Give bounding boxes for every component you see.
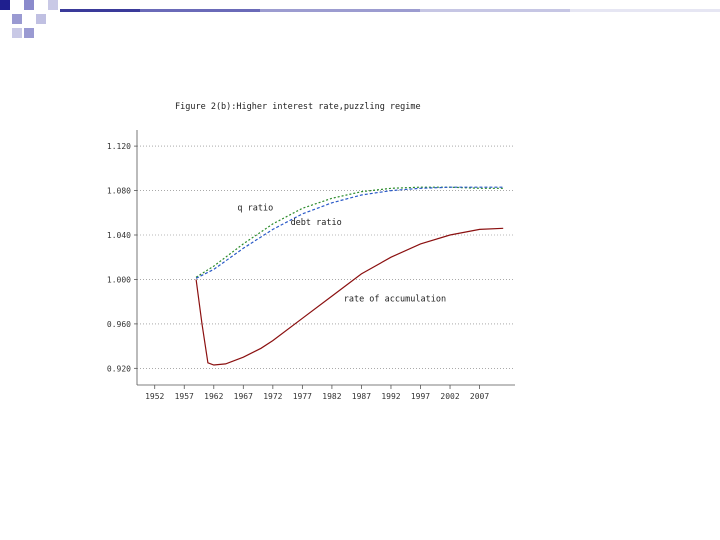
decor-square [24,28,34,38]
decor-gradient-bar [60,9,720,12]
y-tick-label: 0.960 [107,320,131,329]
y-tick-label: 0.920 [107,364,131,373]
decor-square [12,14,22,24]
series-line-debt-ratio [195,186,504,279]
decor-square [48,0,58,10]
x-tick-label: 2002 [440,392,459,401]
x-tick-label: 1992 [381,392,400,401]
x-tick-label: 1972 [263,392,282,401]
x-tick-label: 1997 [411,392,430,401]
annotation-label: rate of accumulation [344,295,446,305]
x-tick-label: 1967 [234,392,253,401]
annotation-label: debt ratio [291,218,342,228]
x-tick-label: 1982 [322,392,341,401]
x-tick-label: 2007 [470,392,489,401]
chart-figure: Figure 2(b):Higher interest rate,puzzlin… [90,95,522,415]
y-tick-label: 1.000 [107,275,131,284]
series-lines [195,186,504,366]
annotations: q ratio debt ratio rate of accumulation [237,204,446,305]
decor-square [36,14,46,24]
x-tick-labels: 1952 1957 1962 1967 1972 1977 1982 1987 1992 1997… [145,392,489,401]
grid-lines [137,145,515,369]
series-line-q-ratio [195,186,504,278]
y-tick-label: 1.080 [107,187,131,196]
y-tick-label: 1.040 [107,231,131,240]
axes [134,130,515,389]
x-tick-label: 1987 [352,392,371,401]
decor-square [0,0,10,10]
line-chart: Figure 2(b):Higher interest rate,puzzlin… [107,102,515,401]
corner-decoration [0,0,720,38]
decor-square [24,0,34,10]
chart-title: Figure 2(b):Higher interest rate,puzzlin… [175,102,421,112]
decor-square [12,28,22,38]
x-tick-label: 1977 [293,392,312,401]
x-tick-label: 1962 [204,392,223,401]
x-tick-label: 1952 [145,392,164,401]
annotation-label: q ratio [237,204,273,214]
y-tick-label: 1.120 [107,142,131,151]
series-line-rate-of-accumulation [195,227,504,366]
x-tick-label: 1957 [175,392,194,401]
y-tick-labels: 0.920 0.960 1.000 1.040 1.080 1.120 [107,142,131,373]
